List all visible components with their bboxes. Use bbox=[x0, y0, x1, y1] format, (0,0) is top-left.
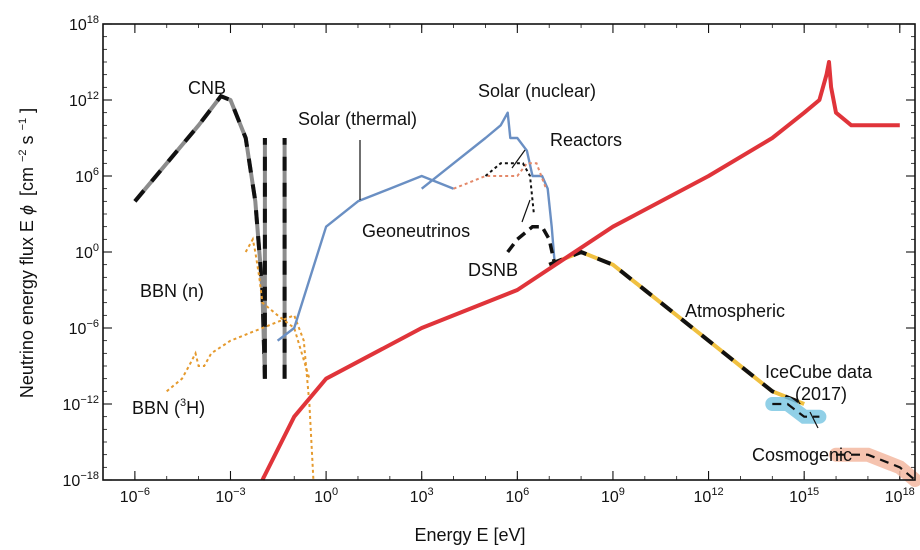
series-cnb-dash bbox=[133, 93, 267, 379]
series-solar-thermal-line bbox=[276, 174, 455, 342]
y-tick-label: 10−18 bbox=[63, 470, 99, 490]
series-reactors-line bbox=[453, 162, 548, 190]
x-tick-label: 100 bbox=[314, 486, 338, 506]
series-bbn-n-line bbox=[244, 236, 311, 379]
series-red-curve-line bbox=[260, 60, 900, 481]
y-tick-label: 10−12 bbox=[63, 394, 99, 414]
y-axis-title-s: s bbox=[17, 135, 37, 144]
label-bbn-n: BBN (n) bbox=[140, 281, 204, 301]
x-axis-title: Energy E [eV] bbox=[414, 525, 525, 545]
y-tick-label: 106 bbox=[75, 166, 99, 186]
x-tick-label: 106 bbox=[505, 486, 529, 506]
y-axis-title-base: Neutrino energy flux E bbox=[17, 220, 37, 398]
label-geoneutrinos: Geoneutrinos bbox=[362, 221, 470, 241]
label-bbn-3h: BBN (3H) bbox=[132, 397, 205, 418]
y-axis-title-exp2: −1 bbox=[17, 118, 29, 131]
y-axis-title-exp1: −2 bbox=[17, 149, 29, 162]
x-tick-label: 10−6 bbox=[120, 486, 150, 506]
label-leader-line bbox=[521, 199, 531, 223]
x-tick-label: 109 bbox=[601, 486, 625, 506]
label-cosmogenic: Cosmogenic bbox=[752, 445, 852, 465]
series-cosmogenic-line bbox=[836, 453, 916, 481]
label-cnb: CNB bbox=[188, 78, 226, 98]
series-cnb-line bbox=[133, 94, 267, 379]
label-layer: CNB BBN (n) Solar (thermal) Solar (nuclear)… bbox=[132, 78, 873, 465]
y-axis-title-phi: ϕ bbox=[17, 205, 37, 215]
y-tick-label: 1018 bbox=[69, 14, 99, 34]
y-axis-title: Neutrino energy flux E ϕ [cm −2 s −1 ] bbox=[10, 108, 37, 398]
series-atmospheric-line bbox=[548, 250, 805, 406]
label-solar-nuclear: Solar (nuclear) bbox=[478, 81, 596, 101]
series-layer bbox=[133, 60, 920, 487]
series-icecube-data-2017-band bbox=[765, 397, 827, 424]
label-solar-thermal: Solar (thermal) bbox=[298, 109, 417, 129]
series-solar-nuclear-line bbox=[420, 111, 556, 265]
series-geoneutrinos-line bbox=[484, 162, 535, 215]
label-leader-line bbox=[511, 149, 526, 169]
plot-frame bbox=[102, 23, 916, 481]
x-tick-label: 1015 bbox=[789, 486, 819, 506]
label-atmospheric: Atmospheric bbox=[685, 301, 785, 321]
label-reactors: Reactors bbox=[550, 130, 622, 150]
series-icecube-data-2017-line bbox=[772, 402, 820, 418]
series-dsnb-line bbox=[506, 224, 557, 266]
series-bbn-h-line bbox=[166, 313, 315, 481]
y-tick-label: 1012 bbox=[69, 90, 99, 110]
label-dsnb: DSNB bbox=[468, 260, 518, 280]
tick-layer: 10−6 10−3 100 103 106 109 1012 1015 1018 1018 1012… bbox=[63, 14, 915, 506]
y-tick-label: 100 bbox=[75, 242, 99, 262]
x-tick-label: 1018 bbox=[885, 486, 915, 506]
x-tick-label: 1012 bbox=[694, 486, 724, 506]
x-tick-label: 103 bbox=[410, 486, 434, 506]
y-tick-label: 10−6 bbox=[69, 318, 99, 338]
label-icecube-1: IceCube data bbox=[765, 362, 873, 382]
y-axis-title-units: [cm bbox=[17, 167, 37, 196]
label-leader-line bbox=[809, 411, 819, 429]
y-axis-title-close: ] bbox=[17, 108, 37, 113]
label-icecube-2: (2017) bbox=[795, 384, 847, 404]
x-tick-label: 10−3 bbox=[215, 486, 245, 506]
